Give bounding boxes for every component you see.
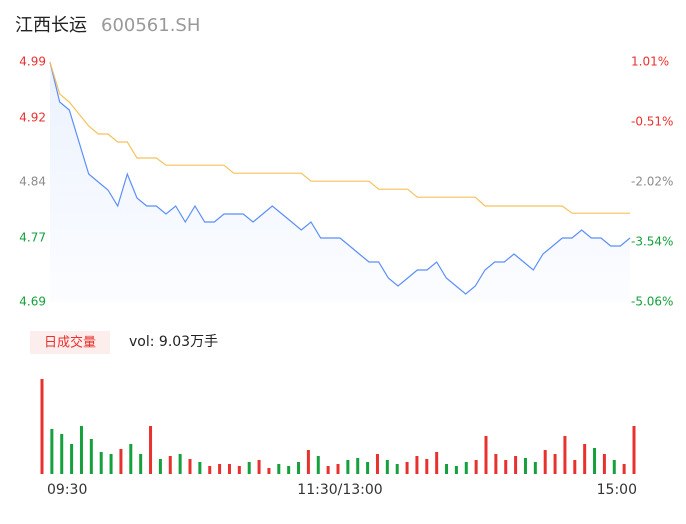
- volume-bar: [267, 468, 271, 474]
- volume-bar: [119, 449, 123, 474]
- volume-bar: [602, 454, 606, 474]
- volume-bar: [40, 379, 44, 474]
- volume-bar: [494, 454, 498, 474]
- volume-bar: [415, 456, 419, 474]
- volume-bar: [99, 452, 103, 474]
- volume-bar: [227, 464, 231, 474]
- volume-bar: [79, 426, 83, 474]
- price-area: [50, 62, 630, 302]
- volume-bar: [484, 436, 488, 474]
- volume-bar: [504, 460, 508, 474]
- volume-bar: [612, 460, 616, 474]
- y-tick-label: 4.84: [19, 175, 46, 189]
- volume-bar: [445, 464, 449, 474]
- volume-bar: [622, 464, 626, 474]
- volume-bar: [129, 444, 133, 474]
- x-tick-label: 09:30: [47, 482, 87, 498]
- volume-bar: [583, 444, 587, 474]
- volume-bar: [326, 466, 330, 474]
- y-tick-label: 4.69: [19, 295, 46, 309]
- volume-bar: [632, 426, 636, 474]
- y-tick-label: 4.92: [19, 111, 46, 125]
- volume-bar: [593, 448, 597, 474]
- volume-bar: [198, 462, 202, 474]
- volume-bar: [89, 439, 93, 474]
- volume-bar: [395, 464, 399, 474]
- volume-bar: [158, 459, 162, 474]
- volume-bar: [218, 464, 222, 474]
- volume-bar: [149, 426, 153, 474]
- volume-bar: [474, 460, 478, 474]
- price-line: [49, 61, 631, 295]
- stock-code: 600561.SH: [101, 15, 200, 36]
- volume-bar: [523, 458, 527, 474]
- y2-tick-label: -3.54%: [631, 234, 673, 248]
- volume-bar: [563, 436, 567, 474]
- volume-bar: [366, 462, 370, 474]
- volume-bar: [346, 460, 350, 474]
- volume-bar: [139, 454, 143, 474]
- volume-bar: [297, 462, 301, 474]
- volume-bar: [287, 466, 291, 474]
- volume-bar: [573, 460, 577, 474]
- volume-bar: [178, 454, 182, 474]
- volume-bar: [109, 454, 113, 474]
- y2-tick-label: -0.51%: [631, 115, 673, 129]
- y-tick-label: 4.77: [19, 231, 46, 245]
- volume-bar: [336, 464, 340, 474]
- volume-bar: [316, 456, 320, 474]
- volume-bar: [514, 456, 518, 474]
- volume-bar: [70, 444, 74, 474]
- volume-bar: [257, 460, 261, 474]
- volume-title: 日成交量: [44, 335, 96, 351]
- volume-bar: [277, 464, 281, 474]
- y2-tick-label: 1.01%: [631, 55, 669, 69]
- volume-bar: [454, 466, 458, 474]
- volume-bar: [553, 454, 557, 474]
- volume-bar: [435, 452, 439, 474]
- volume-bar: [375, 454, 379, 474]
- volume-bar: [356, 458, 360, 474]
- volume-total: vol: 9.03万手: [129, 334, 218, 350]
- legend-box: [30, 331, 110, 354]
- volume-bar: [188, 459, 192, 474]
- y-tick-label: 4.99: [19, 55, 46, 69]
- volume-bar: [543, 450, 547, 474]
- volume-bar: [60, 434, 64, 474]
- chart-title: 江西长运: [15, 15, 87, 36]
- volume-bar: [385, 460, 389, 474]
- volume-bar: [533, 462, 537, 474]
- volume-bar: [247, 462, 251, 474]
- average-line: [49, 61, 630, 214]
- volume-bar: [237, 466, 241, 474]
- volume-bar: [405, 462, 409, 474]
- volume-bar: [306, 450, 310, 474]
- volume-bar: [168, 456, 172, 474]
- volume-bar: [208, 466, 212, 474]
- volume-bar: [464, 462, 468, 474]
- x-tick-label: 11:30/13:00: [297, 482, 382, 498]
- y2-tick-label: -5.06%: [631, 295, 673, 309]
- volume-bar: [425, 459, 429, 474]
- y2-tick-label: -2.02%: [631, 174, 673, 188]
- x-tick-label: 15:00: [597, 482, 637, 498]
- volume-bar: [50, 429, 54, 474]
